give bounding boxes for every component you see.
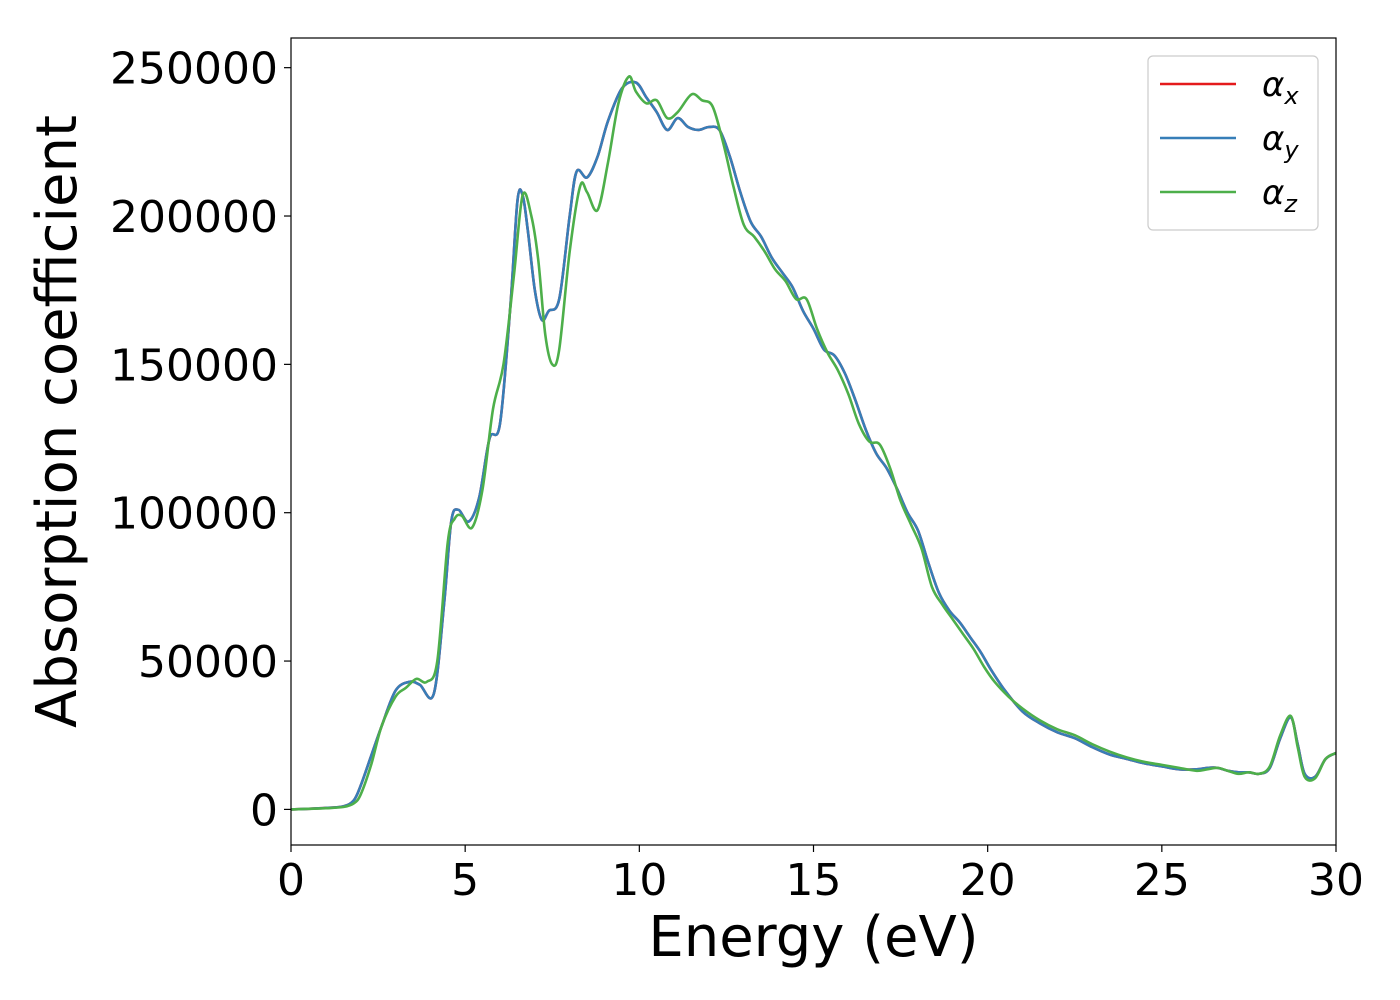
series-line-y [291, 80, 1336, 811]
y-tick-label: 100000 [110, 489, 278, 540]
x-axis-title: Energy (eV) [648, 905, 978, 970]
y-tick-label: 0 [250, 785, 278, 836]
y-tick-label: 50000 [138, 637, 278, 688]
y-axis-title: Absorption coefficient [25, 115, 90, 728]
x-tick-label: 15 [786, 855, 842, 906]
x-tick-label: 20 [960, 855, 1016, 906]
series-line-z [291, 75, 1336, 811]
legend-box [1147, 55, 1319, 231]
x-tick-label: 0 [277, 855, 305, 906]
y-axis-ticks: 0 50000 100000 150000 200000 250000 [110, 44, 291, 836]
y-tick-label: 200000 [110, 192, 278, 243]
y-tick-label: 250000 [110, 44, 278, 95]
y-tick-label: 150000 [110, 340, 278, 391]
x-tick-label: 10 [611, 855, 667, 906]
x-axis-ticks: 0 5 10 15 20 25 30 [277, 845, 1364, 906]
plot-area [290, 37, 1337, 846]
series-lines [291, 75, 1336, 811]
x-tick-label: 5 [451, 855, 479, 906]
x-tick-label: 25 [1134, 855, 1190, 906]
x-tick-label: 30 [1308, 855, 1364, 906]
